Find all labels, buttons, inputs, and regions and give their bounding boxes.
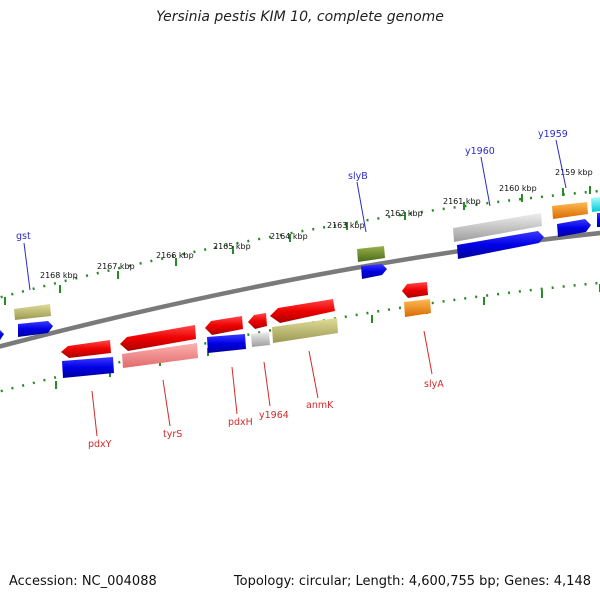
gene-arrow[interactable] bbox=[0, 330, 4, 340]
genome-summary-text: Topology: circular; Length: 4,600,755 bp… bbox=[233, 574, 591, 589]
gene-arrow[interactable] bbox=[270, 299, 335, 323]
gene-label-y1960[interactable]: y1960 bbox=[465, 146, 495, 157]
gene-arrow[interactable] bbox=[18, 321, 53, 337]
gene-label-pdxY[interactable]: pdxY bbox=[88, 439, 112, 450]
gene-label-y1964[interactable]: y1964 bbox=[259, 410, 289, 421]
gene-label-anmK[interactable]: anmK bbox=[306, 400, 334, 411]
scale-label-2168: 2168 kbp bbox=[40, 271, 78, 280]
gene-arrow[interactable] bbox=[61, 340, 111, 358]
gene-label-y1959[interactable]: y1959 bbox=[538, 129, 568, 140]
gene-label-slyB[interactable]: slyB bbox=[348, 171, 368, 182]
gene-block[interactable] bbox=[404, 299, 431, 317]
gene-block[interactable] bbox=[552, 202, 588, 219]
gene-block[interactable] bbox=[122, 343, 198, 368]
map-title: Yersinia pestis KIM 10, complete genome bbox=[156, 9, 444, 25]
scale-label-2165: 2165 kbp bbox=[213, 242, 251, 251]
outer-major-ticks bbox=[4, 186, 591, 305]
gene-arrow[interactable] bbox=[205, 316, 243, 335]
gene-block[interactable] bbox=[62, 357, 114, 378]
gene-arrow[interactable] bbox=[597, 213, 600, 227]
gene-block[interactable] bbox=[251, 332, 270, 347]
gene-block[interactable] bbox=[357, 246, 385, 262]
plus-callouts bbox=[23, 139, 567, 291]
gene-arrow[interactable] bbox=[557, 219, 591, 237]
scale-label-2160: 2160 kbp bbox=[499, 184, 537, 193]
accession-text: Accession: NC_004088 bbox=[9, 574, 157, 589]
gene-arrow[interactable] bbox=[402, 282, 428, 298]
gene-label-gst[interactable]: gst bbox=[16, 231, 31, 242]
gene-block[interactable] bbox=[591, 197, 600, 212]
minus-callouts bbox=[91, 330, 433, 437]
scale-label-2159: 2159 kbp bbox=[555, 168, 593, 177]
gene-arrow[interactable] bbox=[248, 313, 267, 329]
gene-block[interactable] bbox=[453, 213, 542, 242]
scale-label-2163: 2163 kbp bbox=[327, 221, 365, 230]
plus-strand-features bbox=[0, 197, 600, 340]
scale-label-2161: 2161 kbp bbox=[443, 197, 481, 206]
scale-label-2166: 2166 kbp bbox=[156, 251, 194, 260]
gene-arrow[interactable] bbox=[120, 325, 196, 351]
gene-block[interactable] bbox=[207, 334, 246, 353]
minus-strand-features bbox=[61, 282, 431, 378]
gene-label-tyrS[interactable]: tyrS bbox=[163, 429, 182, 440]
gene-label-slyA[interactable]: slyA bbox=[424, 379, 444, 390]
gene-arrow[interactable] bbox=[361, 264, 387, 279]
scale-label-2162: 2162 kbp bbox=[385, 209, 423, 218]
gene-block[interactable] bbox=[14, 304, 51, 320]
gene-arrow[interactable] bbox=[457, 231, 544, 259]
gene-block[interactable] bbox=[272, 318, 338, 343]
scale-label-2167: 2167 kbp bbox=[97, 262, 135, 271]
gene-label-pdxH[interactable]: pdxH bbox=[228, 417, 253, 428]
scale-label-2164: 2164 kbp bbox=[270, 232, 308, 241]
